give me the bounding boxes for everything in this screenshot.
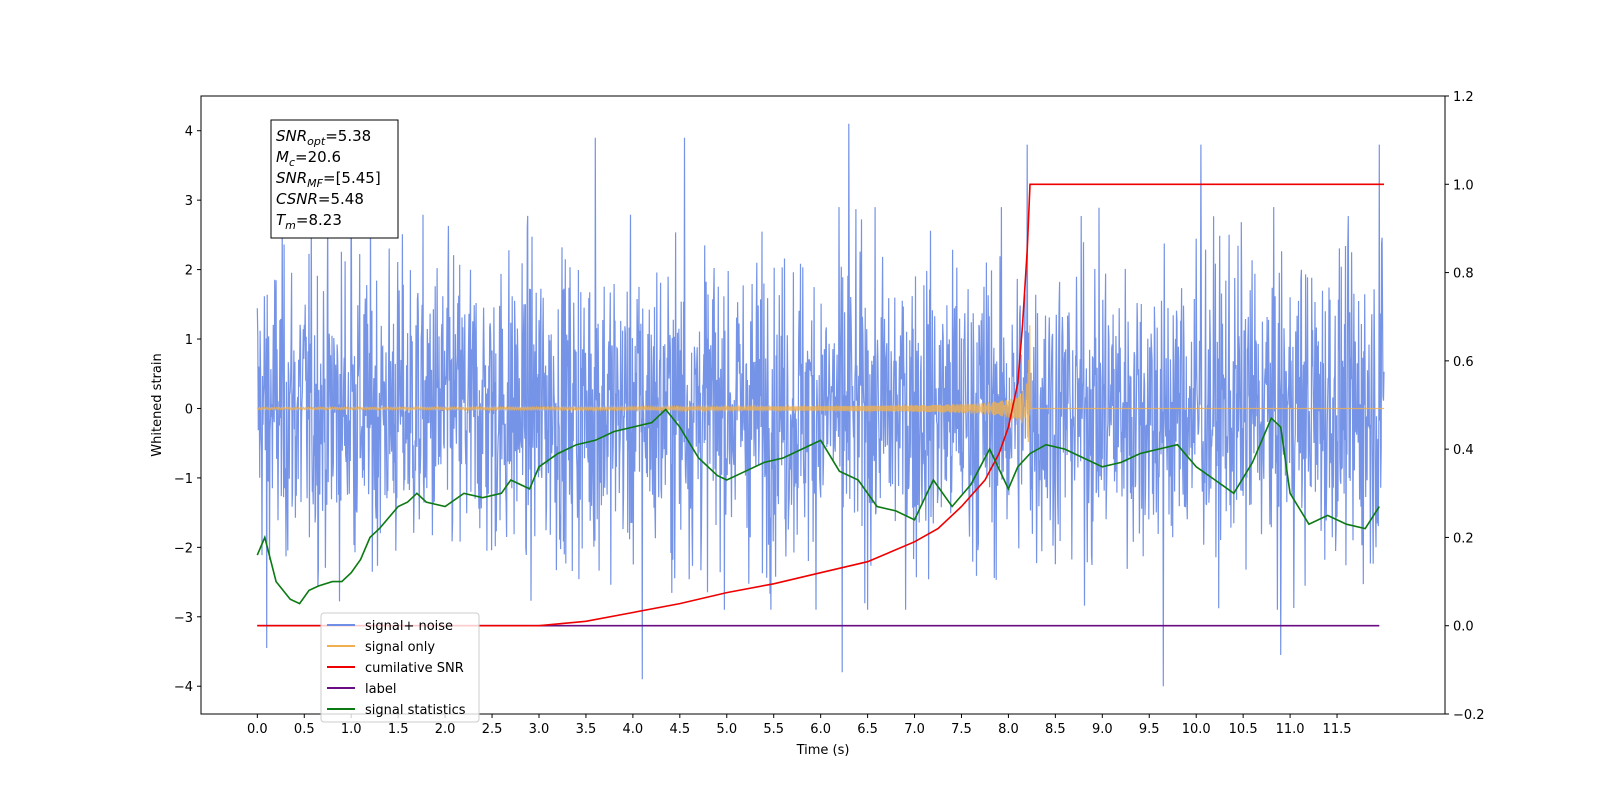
annotation-line: SNRMF=[5.45]: [276, 169, 381, 190]
x-tick-label: 11.0: [1276, 722, 1305, 737]
y2-tick-label: 1.0: [1453, 178, 1474, 193]
y2-tick-label: 0.8: [1453, 267, 1474, 282]
y2-tick-label: −0.2: [1453, 708, 1485, 723]
x-tick-label: 0.5: [294, 722, 315, 737]
legend-label: signal statistics: [365, 703, 466, 718]
y-tick-label: 3: [185, 194, 193, 209]
x-tick-label: 5.0: [716, 722, 737, 737]
x-tick-label: 4.0: [623, 722, 644, 737]
x-tick-label: 10.0: [1182, 722, 1211, 737]
y2-tick-label: 0.4: [1453, 443, 1474, 458]
x-tick-label: 0.0: [247, 722, 268, 737]
x-axis-label: Time (s): [796, 743, 850, 758]
legend: signal+ noise signal only cumilative SNR la…: [320, 612, 480, 723]
x-tick-label: 7.0: [904, 722, 925, 737]
legend-label: cumilative SNR: [365, 661, 464, 676]
signal-plus-noise-line: [256, 123, 1385, 687]
signal-only-line: [256, 325, 1384, 443]
x-tick-label: 3.5: [576, 722, 597, 737]
y-tick-label: 2: [185, 264, 193, 279]
x-tick-label: 1.5: [388, 722, 409, 737]
legend-label: label: [365, 682, 396, 697]
x-tick-label: 9.5: [1139, 722, 1160, 737]
x-tick-label: 2.5: [482, 722, 503, 737]
y-tick-label: −4: [174, 680, 193, 695]
plot-frame: [200, 95, 1446, 715]
annotation-line: SNRopt=5.38: [276, 127, 371, 148]
y-tick-label: 1: [185, 333, 193, 348]
x-tick-label: 4.5: [669, 722, 690, 737]
annotation-line: Tm=8.23: [276, 211, 342, 232]
x-axis: 0.0 0.5 1.0 1.5 2.0 2.5 3.0 3.5 4.0 4.5 5.0 5.5 6.0 6…: [247, 714, 1352, 737]
legend-frame: [320, 612, 480, 723]
x-tick-label: 11.5: [1323, 722, 1352, 737]
x-tick-label: 5.5: [763, 722, 784, 737]
signal-only-series: [256, 325, 1384, 443]
x-tick-label: 8.0: [998, 722, 1019, 737]
y-tick-label: −2: [174, 541, 193, 556]
y-tick-label: −3: [174, 611, 193, 626]
signal-statistics-line: [256, 408, 1380, 605]
x-tick-label: 8.5: [1045, 722, 1066, 737]
signal-plus-noise-series: [256, 123, 1385, 687]
x-tick-label: 3.0: [529, 722, 550, 737]
y-axis-label: Whitened strain: [150, 353, 165, 456]
x-tick-label: 7.5: [951, 722, 972, 737]
cumilative-snr-line: [257, 183, 1384, 627]
x-tick-label: 6.5: [857, 722, 878, 737]
y-axis-left: −4 −3 −2 −1 0 1 2 3 4: [174, 125, 201, 695]
legend-label: signal+ noise: [365, 619, 453, 634]
annotation-box-frame: [270, 119, 399, 239]
y2-tick-label: 0.6: [1453, 355, 1474, 370]
annotation-line: Mc=20.6: [276, 148, 341, 169]
y-tick-label: 0: [185, 402, 193, 417]
y-tick-label: 4: [185, 125, 193, 140]
annotation-line: CSNR=5.48: [276, 190, 364, 208]
x-tick-label: 1.0: [341, 722, 362, 737]
y2-tick-label: 1.2: [1453, 90, 1474, 105]
y2-tick-label: 0.0: [1453, 620, 1474, 635]
y-tick-label: −1: [174, 472, 193, 487]
y-axis-right: −0.2 0.0 0.2 0.4 0.6 0.8 1.0 1.2: [1445, 90, 1485, 723]
x-tick-label: 6.0: [810, 722, 831, 737]
x-tick-label: 9.0: [1092, 722, 1113, 737]
x-tick-label: 10.5: [1229, 722, 1258, 737]
y2-tick-label: 0.2: [1453, 531, 1474, 546]
x-tick-label: 2.0: [435, 722, 456, 737]
legend-label: signal only: [365, 640, 435, 655]
